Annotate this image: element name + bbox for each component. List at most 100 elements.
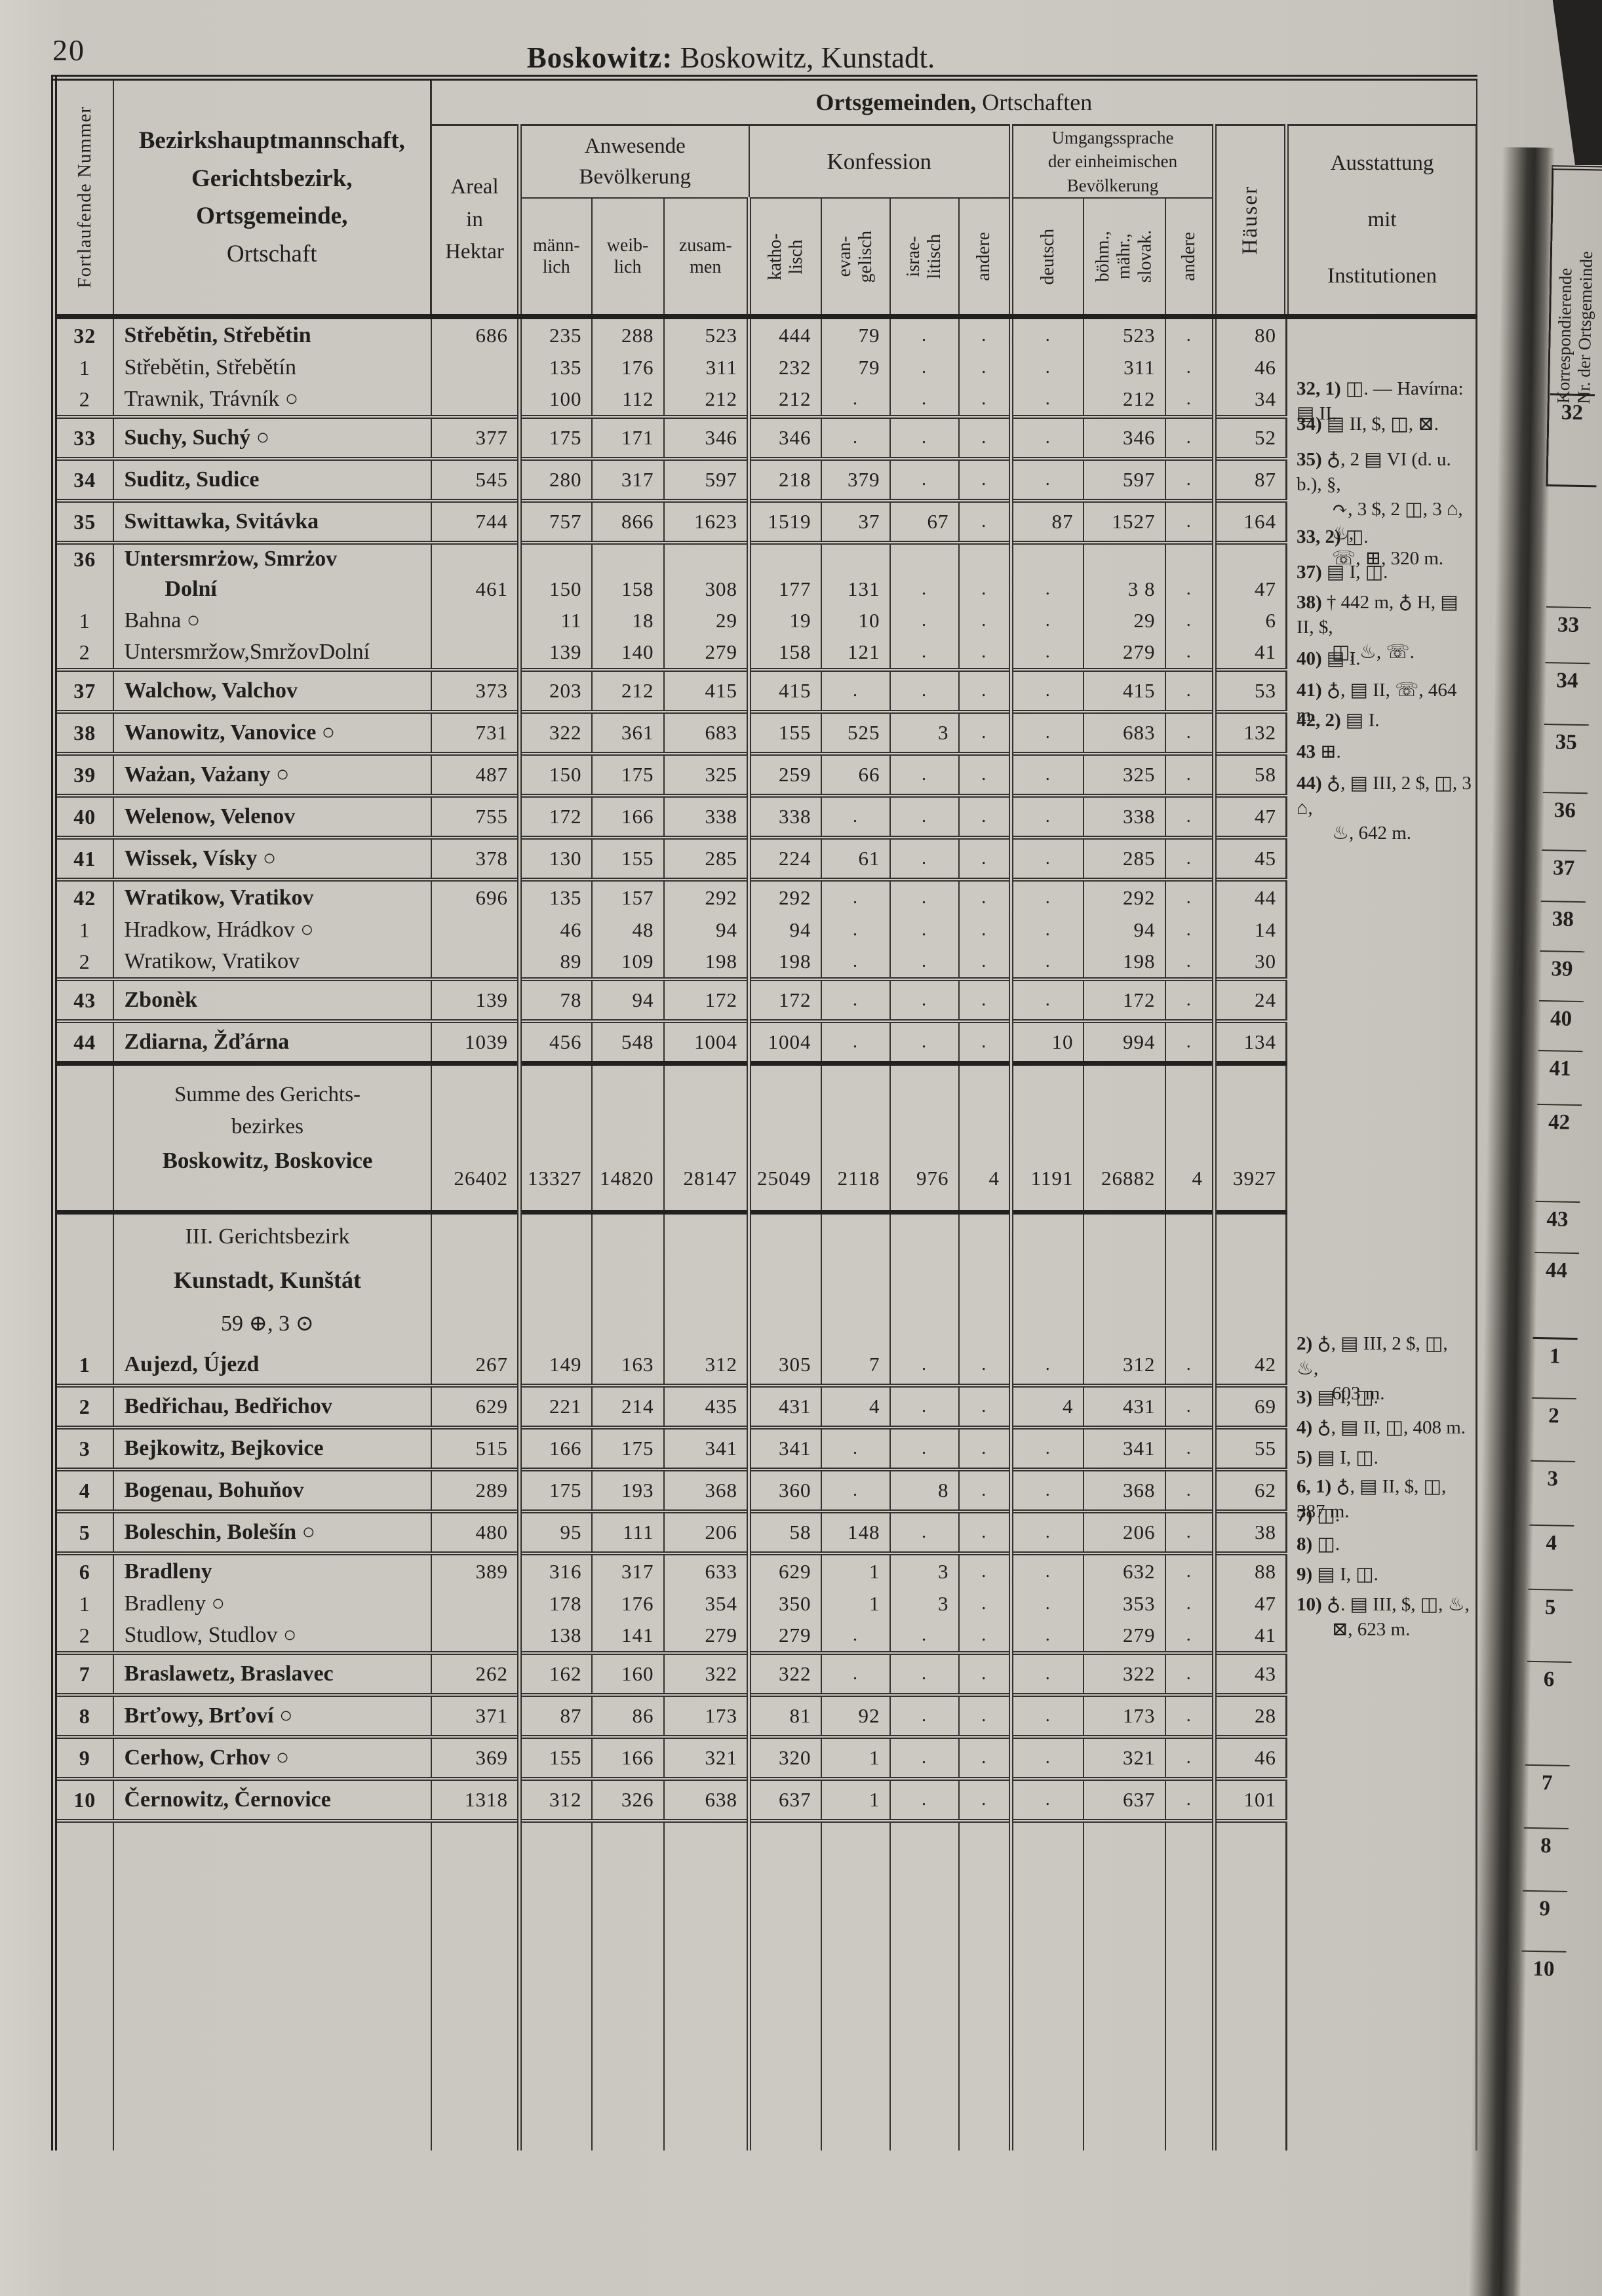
cell-wl: 176 (591, 352, 665, 384)
cell-ka: 58 (749, 1509, 822, 1554)
cell-wl: 112 (591, 383, 665, 418)
cell-ar: 480 (431, 1509, 522, 1554)
cell-bm: 637 (1083, 1777, 1166, 1821)
cell-wl: 166 (591, 1735, 665, 1780)
cell-is: . (889, 415, 960, 459)
cell-a1: . (958, 668, 1013, 712)
cell-bm: 279 (1083, 636, 1166, 671)
col-header-institutions: Ausstattung mit Institutionen (1286, 125, 1478, 320)
cell-ka: 292 (749, 878, 822, 915)
cell-hs: 6 (1214, 605, 1287, 637)
cell-is: 3 (889, 710, 960, 754)
cell-wl: 193 (591, 1468, 665, 1512)
cell-de: . (1011, 1735, 1084, 1780)
cell-a2: . (1165, 1588, 1217, 1620)
cell-a1: . (958, 752, 1013, 796)
cell-a1: . (958, 574, 1013, 606)
cell-place-name: Wanowitz, Vanovice ○ (113, 710, 432, 754)
footnote: 41) ♁, ▤ II, ☏, 464 m. (1297, 680, 1457, 726)
cell-ev: . (821, 878, 891, 915)
cell-hs: 41 (1214, 636, 1287, 671)
footnote: 37) ▤ I, ◫. (1297, 562, 1388, 583)
cell-wl: 548 (591, 1019, 665, 1064)
cell-is: . (889, 1509, 960, 1554)
cell-ka (749, 541, 822, 574)
cell-hs: 101 (1214, 1777, 1287, 1821)
cell-hs: 28 (1214, 1693, 1287, 1738)
cell-a1: . (958, 1693, 1013, 1738)
cell-no: 5 (54, 1509, 114, 1554)
cell-ar: 139 (431, 977, 522, 1022)
cell-is: . (889, 574, 960, 606)
cell-a2: . (1165, 1346, 1217, 1386)
cell-wl: 48 (591, 914, 665, 946)
table-row: 43 Zbonèk 139 78 94 172 172.... 172. 24 (54, 977, 1477, 1022)
table-row: 1 Aujezd, Újezd 267 149 163 312 305 7... 312. 42 (54, 1346, 1477, 1386)
col-header-language: Umgangssprache der einheimischen Bevölke… (1011, 125, 1217, 199)
cell-ml: 150 (519, 574, 593, 606)
col-header-other-language: andere (1165, 198, 1217, 320)
cell-ml: 221 (519, 1384, 593, 1428)
cell-bm: 341 (1083, 1426, 1166, 1470)
cell-bm: 285 (1083, 836, 1166, 880)
cell-ml: 95 (519, 1509, 593, 1554)
cell-ar (431, 1210, 522, 1346)
footnote: 3) ▤ I, ◫. (1297, 1387, 1378, 1409)
summary-bm: 26882 (1083, 1061, 1166, 1213)
summary-de: 1191 (1011, 1061, 1084, 1213)
cell-de: . (1011, 946, 1084, 980)
cell-zu: 94 (663, 914, 751, 946)
cell-a2: . (1165, 946, 1217, 980)
cell-a2: . (1165, 415, 1217, 459)
correspondence-number: 10 (1521, 1950, 1567, 1982)
cell-ev (821, 541, 891, 574)
cell-ev: . (821, 383, 891, 418)
correspondence-number: 38 (1540, 900, 1586, 933)
cell-a1: . (958, 1588, 1013, 1620)
cell-no: 9 (54, 1735, 114, 1780)
cell-hs: 47 (1214, 794, 1287, 838)
cell-no: 1 (54, 605, 114, 637)
cell-de: . (1011, 1651, 1084, 1696)
cell-ka: 172 (749, 977, 822, 1022)
cell-ml: 322 (519, 710, 593, 754)
cell-a1: . (958, 1735, 1013, 1780)
cell-zu (663, 1210, 751, 1346)
cell-no: 2 (54, 1384, 114, 1428)
cell-is: . (889, 878, 960, 915)
cell-ev: 121 (821, 636, 891, 671)
empty-filler-row (54, 1819, 1477, 2151)
cell-a2 (1165, 541, 1217, 574)
cell-ar: 289 (431, 1468, 522, 1512)
margin-column-header: Korrespondierende Nr. der Ortsgemeinde (1546, 165, 1602, 488)
cell-ar: 378 (431, 836, 522, 880)
cell-no: 40 (54, 794, 114, 838)
cell-bm: 312 (1083, 1346, 1166, 1386)
cell-bm: 212 (1083, 383, 1166, 418)
cell-ml: 456 (519, 1019, 593, 1064)
cell-no: 2 (54, 1620, 114, 1654)
cell-hs: 134 (1214, 1019, 1287, 1064)
cell-ml: 11 (519, 605, 593, 637)
summary-ka: 25049 (749, 1061, 822, 1213)
correspondence-number: 35 (1543, 723, 1589, 756)
cell-place-name: Bogenau, Bohuňov (113, 1468, 432, 1512)
cell-ka: 232 (749, 352, 822, 384)
cell-bm: 321 (1083, 1735, 1166, 1780)
table-row: 3 Bejkowitz, Bejkovice 515 166 175 341 341....… (54, 1426, 1477, 1470)
cell-place-name: Brťowy, Brťoví ○ (113, 1693, 432, 1738)
cell-ka: 218 (749, 457, 822, 501)
cell-bm: 172 (1083, 977, 1166, 1022)
cell-empty (1011, 1819, 1084, 2151)
cell-ev: . (821, 914, 891, 946)
col-header-bohemian: böhm., mähr., slovak. (1083, 198, 1166, 320)
cell-ka: 1519 (749, 499, 822, 543)
table-row: 35 Swittawka, Svitávka 744 757 866 1623 1519 37… (54, 499, 1477, 543)
cell-ka: 212 (749, 383, 822, 418)
correspondence-number: 36 (1542, 791, 1588, 824)
cell-bm: 292 (1083, 878, 1166, 915)
cell-ml: 46 (519, 914, 593, 946)
table-row: 2 Trawnik, Trávník ○ 100 112 212 212.... 212. 3… (54, 383, 1477, 418)
cell-is: . (889, 1019, 960, 1064)
cell-a1 (958, 541, 1013, 574)
